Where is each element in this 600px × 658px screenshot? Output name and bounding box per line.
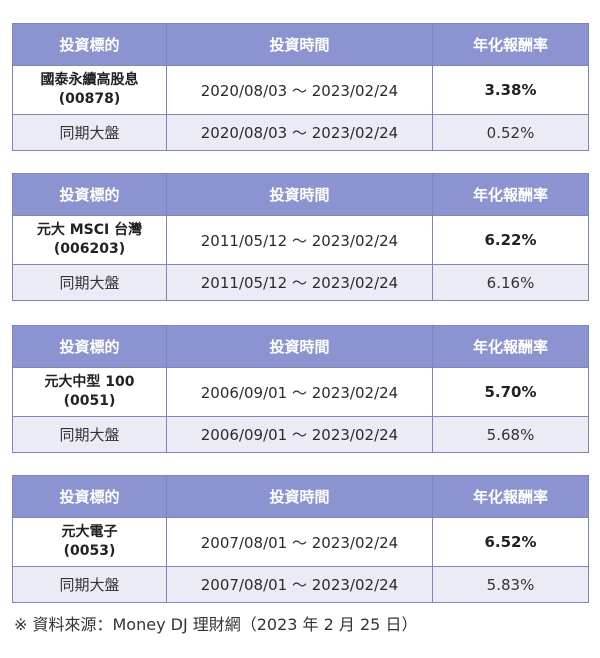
header-period: 投資時間 (166, 23, 433, 66)
fund-name: 元大 MSCI 台灣 (36, 222, 143, 238)
fund-code: (0053) (63, 543, 116, 559)
header-target: 投資標的 (12, 325, 167, 368)
benchmark-row: 同期大盤 2011/05/12 ～ 2023/02/24 6.16% (12, 264, 589, 301)
fund-return: 3.38% (432, 65, 589, 115)
benchmark-period: 2020/08/03 ～ 2023/02/24 (166, 114, 433, 151)
fund-name-cell: 元大 MSCI 台灣 (006203) (12, 215, 167, 265)
benchmark-period: 2006/09/01 ～ 2023/02/24 (166, 416, 433, 453)
fund-name-cell: 元大中型 100 (0051) (12, 367, 167, 417)
fund-name: 國泰永續高股息 (40, 72, 139, 88)
benchmark-row: 同期大盤 2006/09/01 ～ 2023/02/24 5.68% (12, 416, 589, 453)
fund-return: 6.22% (432, 215, 589, 265)
header-target: 投資標的 (12, 23, 167, 66)
table-header-row: 投資標的 投資時間 年化報酬率 (12, 23, 589, 66)
fund-name: 元大中型 100 (44, 374, 135, 390)
header-return: 年化報酬率 (432, 173, 589, 216)
benchmark-name: 同期大盤 (12, 416, 167, 453)
fund-name-cell: 元大電子 (0053) (12, 517, 167, 567)
fund-period: 2011/05/12 ～ 2023/02/24 (166, 215, 433, 265)
comparison-table-00878: 投資標的 投資時間 年化報酬率 國泰永續高股息 (00878) 2020/08/… (12, 23, 589, 151)
header-return: 年化報酬率 (432, 325, 589, 368)
source-footnote: ※ 資料來源：Money DJ 理財網（2023 年 2 月 25 日） (14, 615, 418, 634)
benchmark-name: 同期大盤 (12, 566, 167, 603)
comparison-table-006203: 投資標的 投資時間 年化報酬率 元大 MSCI 台灣 (006203) 2011… (12, 173, 589, 301)
benchmark-period: 2011/05/12 ～ 2023/02/24 (166, 264, 433, 301)
fund-row: 元大 MSCI 台灣 (006203) 2011/05/12 ～ 2023/02… (12, 215, 589, 265)
benchmark-return: 5.83% (432, 566, 589, 603)
table-header-row: 投資標的 投資時間 年化報酬率 (12, 325, 589, 368)
fund-name: 元大電子 (61, 524, 118, 540)
benchmark-return: 5.68% (432, 416, 589, 453)
fund-return: 6.52% (432, 517, 589, 567)
header-return: 年化報酬率 (432, 475, 589, 518)
fund-period: 2007/08/01 ～ 2023/02/24 (166, 517, 433, 567)
fund-code: (0051) (63, 393, 116, 409)
fund-name-cell: 國泰永續高股息 (00878) (12, 65, 167, 115)
header-period: 投資時間 (166, 475, 433, 518)
fund-code: (00878) (58, 91, 121, 107)
fund-period: 2006/09/01 ～ 2023/02/24 (166, 367, 433, 417)
table-header-row: 投資標的 投資時間 年化報酬率 (12, 173, 589, 216)
header-return: 年化報酬率 (432, 23, 589, 66)
fund-return: 5.70% (432, 367, 589, 417)
fund-row: 元大電子 (0053) 2007/08/01 ～ 2023/02/24 6.52… (12, 517, 589, 567)
header-target: 投資標的 (12, 475, 167, 518)
benchmark-row: 同期大盤 2007/08/01 ～ 2023/02/24 5.83% (12, 566, 589, 603)
fund-row: 元大中型 100 (0051) 2006/09/01 ～ 2023/02/24 … (12, 367, 589, 417)
fund-period: 2020/08/03 ～ 2023/02/24 (166, 65, 433, 115)
comparison-table-0051: 投資標的 投資時間 年化報酬率 元大中型 100 (0051) 2006/09/… (12, 325, 589, 453)
header-period: 投資時間 (166, 173, 433, 216)
benchmark-name: 同期大盤 (12, 114, 167, 151)
benchmark-row: 同期大盤 2020/08/03 ～ 2023/02/24 0.52% (12, 114, 589, 151)
comparison-table-0053: 投資標的 投資時間 年化報酬率 元大電子 (0053) 2007/08/01 ～… (12, 475, 589, 603)
header-target: 投資標的 (12, 173, 167, 216)
benchmark-return: 0.52% (432, 114, 589, 151)
benchmark-return: 6.16% (432, 264, 589, 301)
fund-code: (006203) (53, 241, 126, 257)
benchmark-period: 2007/08/01 ～ 2023/02/24 (166, 566, 433, 603)
benchmark-name: 同期大盤 (12, 264, 167, 301)
header-period: 投資時間 (166, 325, 433, 368)
table-header-row: 投資標的 投資時間 年化報酬率 (12, 475, 589, 518)
fund-row: 國泰永續高股息 (00878) 2020/08/03 ～ 2023/02/24 … (12, 65, 589, 115)
